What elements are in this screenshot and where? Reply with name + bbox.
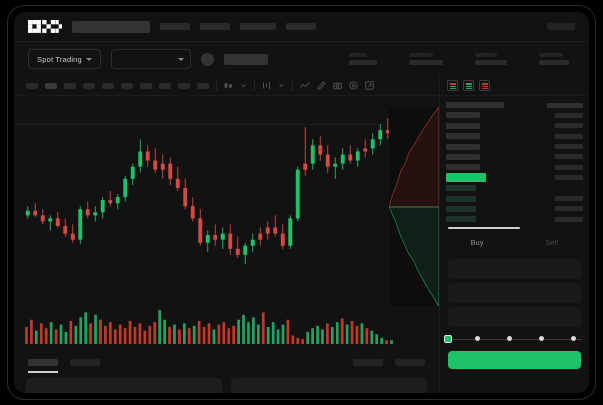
timeframe-button-8[interactable]: [159, 82, 171, 89]
buy-tab[interactable]: Buy: [470, 239, 484, 247]
spot-trading-label: Spot Trading: [37, 54, 82, 64]
stat-item-4: [539, 53, 569, 65]
orderbook-rows: [440, 96, 589, 223]
trading-pair-select[interactable]: [110, 49, 191, 69]
orderbook-mode-asks[interactable]: [479, 80, 490, 91]
sell-tab[interactable]: Sell: [545, 239, 559, 247]
indicators-icon[interactable]: [262, 81, 271, 90]
slider-mark-50[interactable]: [507, 336, 512, 342]
chevron-down-icon: [85, 57, 92, 61]
bottom-action-1[interactable]: [353, 358, 383, 366]
okx-logo[interactable]: [28, 20, 62, 33]
orderbook-bid-row[interactable]: [446, 184, 583, 192]
candlestick-chart[interactable]: [14, 96, 439, 306]
orderbook-ask-row[interactable]: [446, 132, 583, 140]
order-form: [440, 253, 589, 328]
orderbook-bid-row[interactable]: [446, 195, 583, 203]
buy-sell-tabs: Buy Sell: [440, 233, 589, 253]
orderbook-ask-row[interactable]: [446, 163, 583, 171]
stat-item-1: [349, 53, 377, 65]
timeframe-button-7[interactable]: [140, 82, 152, 89]
slider-handle[interactable]: [444, 334, 452, 343]
order-form-divider: [448, 227, 520, 230]
orderbook-header-row: [446, 101, 583, 109]
toolbar-divider: [254, 81, 255, 90]
active-tab-underline: [28, 371, 58, 373]
candlestick-series: [25, 118, 398, 264]
orderbook-ask-row[interactable]: [446, 111, 583, 119]
nav-item-2[interactable]: [200, 23, 230, 30]
bottom-panel-group: [14, 378, 439, 393]
orderbook-ask-row[interactable]: [446, 143, 583, 151]
order-amount-field[interactable]: [448, 283, 581, 304]
line-tool-icon[interactable]: [300, 81, 310, 90]
volume-chart: [14, 306, 439, 350]
chevron-down-icon[interactable]: [278, 82, 285, 89]
pencil-draw-icon[interactable]: [317, 81, 326, 90]
timeframe-button-10[interactable]: [197, 82, 209, 89]
bottom-tab-2[interactable]: [70, 358, 100, 366]
toolbar-divider: [292, 81, 293, 90]
slider-mark-100[interactable]: [571, 336, 576, 342]
nav-item-5[interactable]: [547, 23, 575, 30]
coin-avatar-icon: [200, 52, 214, 66]
orderbook-bid-row[interactable]: [446, 205, 583, 213]
bottom-panel-2[interactable]: [231, 378, 427, 393]
bottom-action-2[interactable]: [395, 358, 425, 366]
pair-name-label: [223, 53, 268, 65]
fullscreen-icon[interactable]: [365, 81, 374, 90]
volume-histogram: [25, 310, 393, 344]
search-input[interactable]: [72, 20, 150, 33]
timeframe-button-5[interactable]: [102, 82, 114, 89]
bottom-tab-bar: [14, 350, 439, 374]
device-frame: Spot Trading: [8, 6, 595, 399]
camera-snapshot-icon[interactable]: [333, 81, 342, 90]
nav-item-4[interactable]: [286, 23, 316, 30]
timeframe-button-9[interactable]: [178, 82, 190, 89]
settings-gear-icon[interactable]: [349, 81, 358, 90]
timeframe-button-2[interactable]: [45, 82, 57, 89]
timeframe-button-3[interactable]: [64, 82, 76, 89]
stat-item-2: [409, 53, 443, 65]
orderbook-panel: Buy Sell: [439, 76, 589, 393]
spot-trading-selector[interactable]: Spot Trading: [28, 49, 101, 69]
chevron-down-icon[interactable]: [240, 82, 247, 89]
stat-item-3: [475, 53, 507, 65]
slider-mark-25[interactable]: [475, 336, 480, 342]
orderbook-bid-row[interactable]: [446, 215, 583, 223]
timeframe-button-4[interactable]: [83, 82, 95, 89]
toolbar-divider: [216, 81, 217, 90]
orderbook-last-price-row: [446, 173, 583, 183]
orderbook-mode-bids[interactable]: [463, 80, 474, 91]
bottom-panel-1[interactable]: [26, 378, 222, 393]
chart-gridline: [14, 124, 439, 125]
order-price-field[interactable]: [448, 259, 581, 280]
trading-subheader: Spot Trading: [14, 42, 589, 76]
percent-slider[interactable]: [444, 333, 585, 345]
orderbook-ask-row[interactable]: [446, 153, 583, 161]
nav-item-3[interactable]: [240, 23, 276, 30]
chart-toolbar: [14, 76, 439, 96]
candlestick-type-icon[interactable]: [224, 81, 233, 90]
timeframe-button-1[interactable]: [26, 82, 38, 89]
slider-track: [447, 338, 582, 340]
bottom-tab-1[interactable]: [28, 358, 58, 373]
market-depth-overlay: [389, 107, 439, 306]
chevron-down-icon: [177, 57, 184, 61]
order-total-field[interactable]: [448, 307, 581, 328]
nav-item-1[interactable]: [160, 23, 190, 30]
orderbook-mode-switcher: [440, 76, 589, 96]
slider-mark-75[interactable]: [539, 336, 544, 342]
timeframe-button-6[interactable]: [121, 82, 133, 89]
submit-order-button[interactable]: [448, 351, 581, 370]
orderbook-mode-both[interactable]: [447, 80, 458, 91]
header-top-bar: [14, 12, 589, 42]
app-screen: Spot Trading: [14, 12, 589, 393]
orderbook-ask-row[interactable]: [446, 122, 583, 130]
